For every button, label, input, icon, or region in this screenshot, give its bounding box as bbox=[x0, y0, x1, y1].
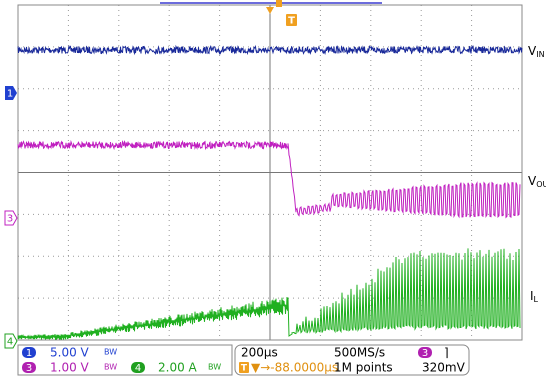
ch1-bandwidth: BW bbox=[104, 348, 117, 357]
channel-1-marker-box bbox=[5, 86, 17, 100]
trigger-channel: 3 bbox=[422, 348, 428, 359]
ch4-bandwidth: BW bbox=[208, 363, 221, 372]
record-window bbox=[276, 0, 282, 7]
label-sub: IN bbox=[536, 50, 544, 59]
timebase: 200µs bbox=[241, 346, 278, 360]
trace-label-il: IL bbox=[530, 289, 539, 304]
ch1-id: 1 bbox=[26, 348, 32, 359]
channel-3-marker: 3 bbox=[7, 214, 13, 225]
channel-4-marker: 4 bbox=[7, 337, 13, 348]
trigger-icon: T bbox=[241, 364, 248, 374]
label-main: V bbox=[528, 44, 537, 58]
trigger-position: ▼→-88.0000µs bbox=[251, 361, 338, 375]
channel-4-marker-box bbox=[4, 333, 18, 349]
ch3-badge bbox=[22, 362, 36, 373]
channel-1-marker: 1 bbox=[7, 89, 13, 100]
label-main: V bbox=[528, 174, 537, 188]
il-trace bbox=[17, 248, 521, 340]
label-sub: L bbox=[534, 295, 539, 304]
ch3-bandwidth: BW bbox=[104, 363, 117, 372]
graticule bbox=[17, 4, 523, 341]
graticule-border bbox=[17, 4, 523, 341]
channel-3-marker-box bbox=[4, 210, 18, 226]
trigger-level: 320mV bbox=[422, 361, 466, 375]
channel-panel bbox=[17, 344, 233, 376]
ch1-scale: 5.00 V bbox=[50, 346, 90, 360]
ch1-badge bbox=[22, 347, 36, 358]
timebase-panel bbox=[234, 344, 470, 376]
sample-rate: 500MS/s bbox=[334, 346, 385, 360]
ch3-id: 3 bbox=[26, 363, 32, 374]
trigger-slope: ⌉ bbox=[444, 346, 449, 360]
trigger-marker: T bbox=[288, 16, 295, 27]
record-length: 1M points bbox=[334, 361, 393, 375]
label-main: I bbox=[530, 289, 534, 303]
ch4-scale: 2.00 A bbox=[158, 361, 198, 375]
vout-trace bbox=[17, 139, 521, 219]
trigger-channel-badge bbox=[418, 347, 432, 358]
trace-label-vin: VIN bbox=[528, 44, 545, 59]
ch3-scale: 1.00 V bbox=[50, 361, 90, 375]
trigger-position-marker bbox=[266, 7, 274, 14]
trigger-marker-box bbox=[286, 14, 297, 26]
trigger-icon-box bbox=[239, 362, 249, 373]
ch4-badge bbox=[131, 362, 145, 373]
vin-trace bbox=[17, 44, 523, 56]
trace-label-vout: VOUT bbox=[528, 174, 546, 189]
waveforms bbox=[17, 44, 523, 340]
label-sub: OUT bbox=[536, 180, 546, 189]
ch4-id: 4 bbox=[135, 363, 141, 374]
